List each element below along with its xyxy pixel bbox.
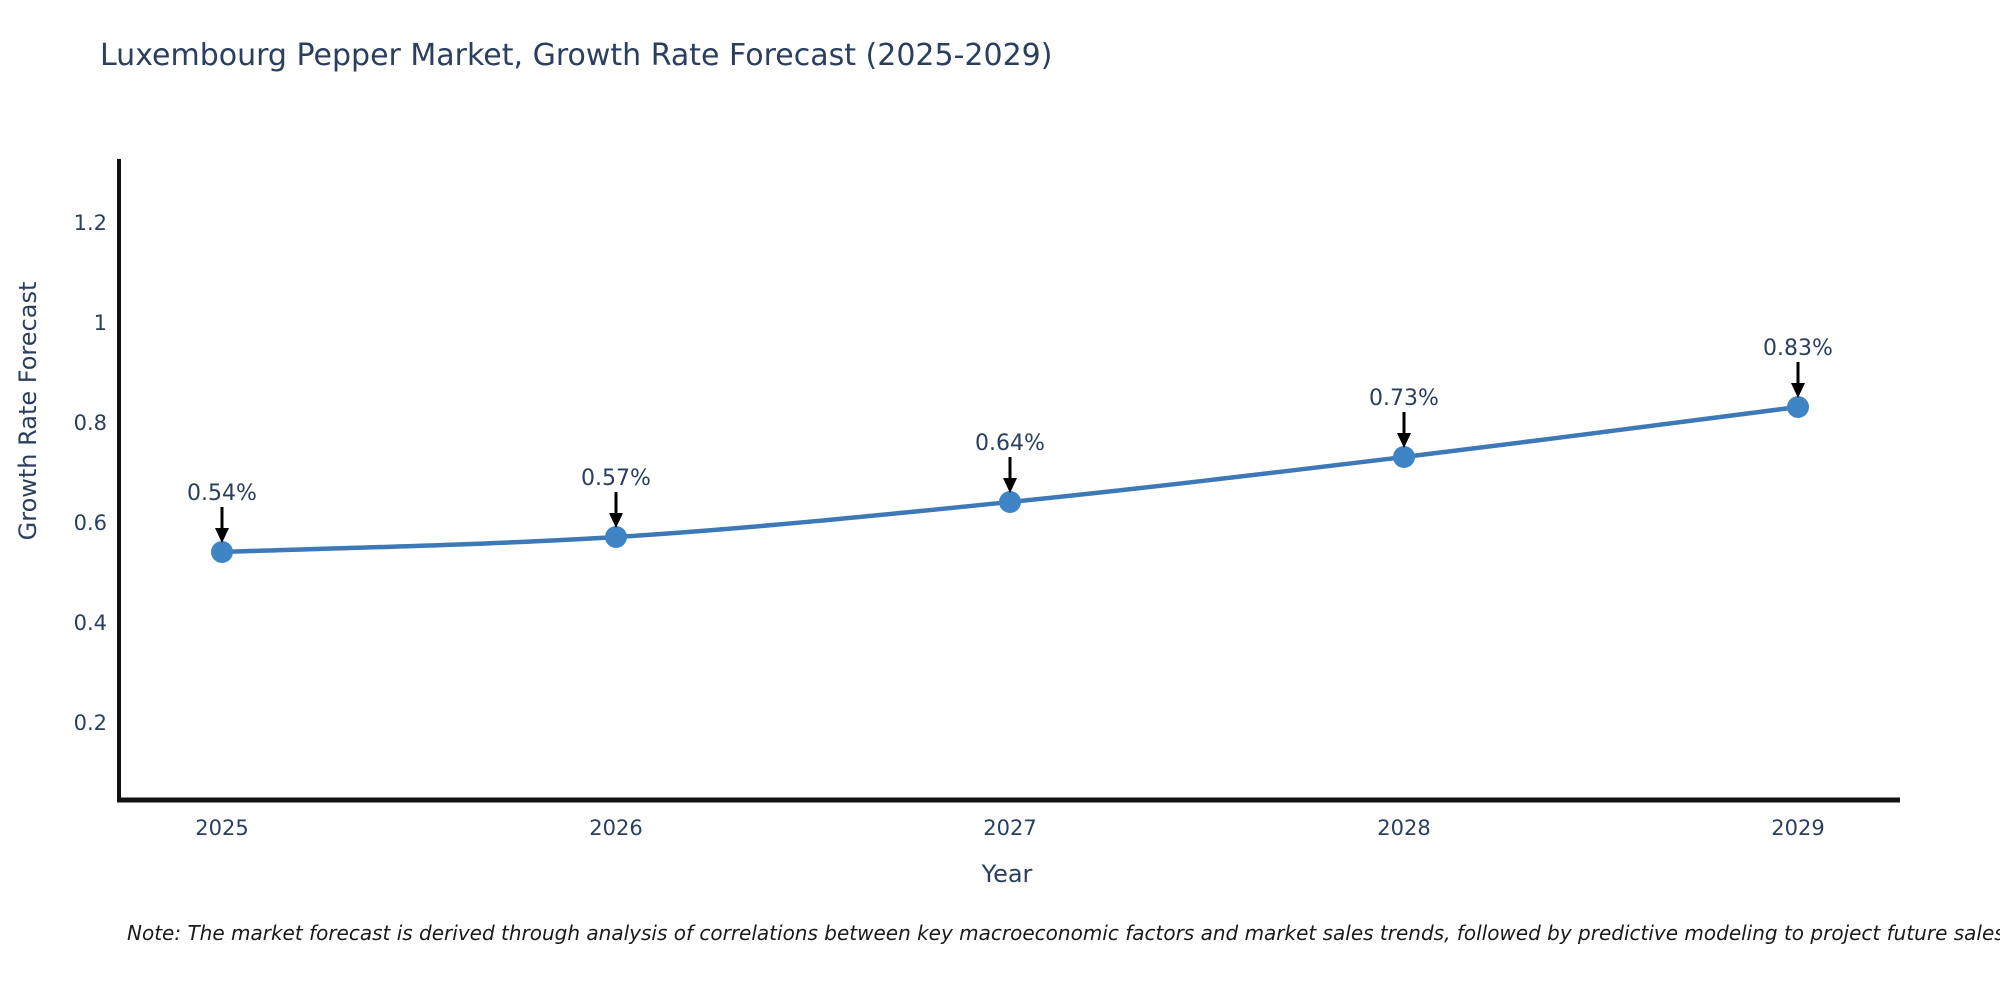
x-tick-label: 2028: [1377, 816, 1430, 840]
data-point-label: 0.54%: [187, 481, 257, 506]
x-tick-label: 2027: [983, 816, 1036, 840]
data-point-label: 0.73%: [1369, 386, 1439, 411]
data-point-marker[interactable]: [1393, 446, 1415, 468]
x-axis-title: Year: [981, 860, 1033, 888]
data-point-marker[interactable]: [605, 526, 627, 548]
data-point-marker[interactable]: [211, 541, 233, 563]
x-tick-label: 2026: [589, 816, 642, 840]
data-point-label: 0.57%: [581, 466, 651, 491]
y-tick-label: 0.8: [74, 411, 107, 435]
x-tick-label: 2029: [1771, 816, 1824, 840]
data-point-marker[interactable]: [999, 491, 1021, 513]
y-tick-label: 1.2: [74, 211, 107, 235]
y-tick-label: 0.6: [74, 511, 107, 535]
annotation-arrow-head-icon: [1791, 383, 1805, 398]
data-point-label: 0.83%: [1763, 336, 1833, 361]
annotation-arrow-head-icon: [215, 528, 229, 543]
annotation-arrow-head-icon: [1397, 433, 1411, 448]
annotation-arrow-head-icon: [1003, 478, 1017, 493]
footnote: Note: The market forecast is derived thr…: [127, 921, 2000, 945]
data-point-label: 0.64%: [975, 431, 1045, 456]
data-point-marker[interactable]: [1787, 396, 1809, 418]
y-tick-label: 1: [94, 311, 107, 335]
chart-title: Luxembourg Pepper Market, Growth Rate Fo…: [100, 38, 1053, 73]
annotation-arrow-head-icon: [609, 513, 623, 528]
y-tick-label: 0.2: [74, 711, 107, 735]
x-tick-label: 2025: [195, 816, 248, 840]
y-tick-label: 0.4: [74, 611, 107, 635]
